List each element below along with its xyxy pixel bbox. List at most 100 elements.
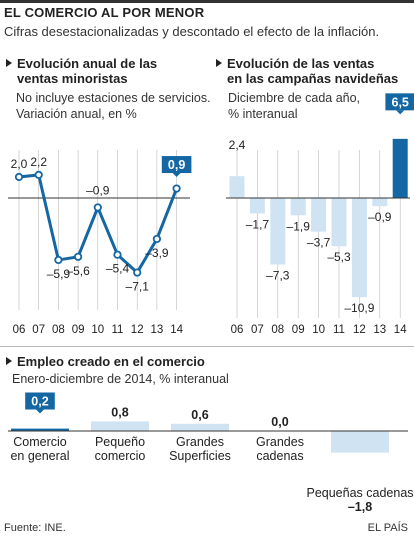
data-label-highlight-box [25,392,55,410]
tick-label: 07 [251,324,264,336]
data-label: –5,6 [66,264,90,278]
chart1-title-line-2: ventas minoristas [17,71,128,86]
chart2-title: Evolución de las ventas en las campañas … [216,56,398,86]
chart3-subtitle: Enero-diciembre de 2014, % interanual [12,371,229,387]
data-label: 2,0 [11,157,28,171]
tick-label: 06 [13,324,26,336]
data-label: –5,3 [327,250,351,264]
tick-label: 06 [231,324,244,336]
chart1-title: Evolución anual de las ventas minoristas [6,56,157,86]
data-label-highlight-pointer [172,173,181,178]
chart3-subtitle-line-1: Enero-diciembre de 2014, % interanual [12,372,229,386]
bar [311,198,327,232]
data-label: –3,9 [145,246,169,260]
data-label: 0,8 [111,405,128,419]
source-note: Fuente: INE. [4,522,66,534]
page-subtitle: Cifras desestacionalizadas y descontado … [4,24,380,39]
bar [290,198,306,216]
chart2-subtitle-line-2: % interanual [228,107,298,121]
tick-label: 08 [271,324,284,336]
category-label: Pequeñas cadenas [306,486,413,500]
category-label: en general [10,449,69,463]
tick-label: 09 [292,324,305,336]
data-label-highlight-box [385,93,414,111]
data-label: 0,0 [271,415,288,429]
data-label: –7,3 [266,268,290,282]
tick-label: 08 [52,324,65,336]
data-point [172,184,181,193]
data-point [54,255,63,265]
chart2-title-line-2: en las campañas navideñas [227,71,399,86]
bar [331,198,347,247]
top-rule [0,0,414,3]
category-label: Superficies [169,449,231,463]
chart2-subtitle-line-1: Diciembre de cada año, [228,91,361,105]
bullet-icon [6,357,12,365]
bar [171,423,229,431]
data-label: 2,4 [229,138,246,152]
tick-label: 12 [131,324,144,336]
bullet-icon [216,59,222,67]
data-point [113,250,122,259]
data-point [14,172,24,182]
category-label: Grandes [176,435,224,449]
data-label: –10,9 [344,301,374,315]
tick-label: 10 [91,324,104,336]
tick-label: 13 [373,324,386,336]
data-label-highlight: 6,5 [392,95,409,109]
data-label-highlight-pointer [396,110,405,115]
chart3-title: Empleo creado en el comercio [6,354,205,369]
bar [91,421,149,431]
category-label: Comercio [13,435,67,449]
data-point [152,234,161,244]
chart1-subtitle: No incluye estaciones de servicios. Vari… [16,90,211,122]
bar [11,428,69,431]
data-label-highlight: 0,9 [168,158,185,172]
data-label: –1,8 [348,500,372,514]
tick-label: 07 [32,324,45,336]
data-label-highlight-box [161,156,192,174]
data-label: –1,9 [287,219,311,233]
category-label: cadenas [256,449,303,463]
data-label: –1,7 [246,217,270,231]
data-point [34,170,43,179]
tick-label: 09 [72,324,85,336]
tick-label: 10 [312,324,325,336]
tick-label: 11 [333,324,345,336]
page-title: EL COMERCIO AL POR MENOR [4,5,205,20]
data-label: –7,1 [126,280,150,294]
category-label: Grandes [256,435,304,449]
bar [392,138,408,198]
data-point [74,252,83,261]
data-label-highlight-pointer [36,409,44,414]
chart2-subtitle: Diciembre de cada año, % interanual [228,90,360,122]
chart2-title-line-1: Evolución de las ventas [227,56,375,71]
category-label: comercio [95,449,146,463]
bar [331,431,389,453]
chart1-title-line-1: Evolución anual de las [17,56,158,71]
tick-label: 14 [394,324,407,336]
data-point [93,203,102,212]
chart1-subtitle-line-1: No incluye estaciones de servicios. [16,91,211,105]
chart1-subtitle-line-2: Variación anual, en % [16,107,137,121]
data-label: –5,4 [106,262,130,276]
tick-label: 13 [151,324,164,336]
bar [351,198,367,298]
data-label: 2,2 [30,155,47,169]
data-label: –5,9 [47,267,71,281]
bar [229,176,245,198]
publisher-credit: EL PAÍS [367,522,408,534]
bar [270,198,286,265]
data-label: 0,6 [191,408,208,422]
bullet-icon [6,59,12,67]
bar [372,198,388,207]
data-label: –3,7 [307,236,331,250]
tick-label: 14 [170,324,183,336]
data-label: –0,9 [368,210,392,224]
category-label: Pequeño [95,435,145,449]
data-point [133,268,142,277]
tick-label: 11 [112,324,124,336]
chart3-title-line-1: Empleo creado en el comercio [17,354,205,369]
bar [249,198,265,214]
